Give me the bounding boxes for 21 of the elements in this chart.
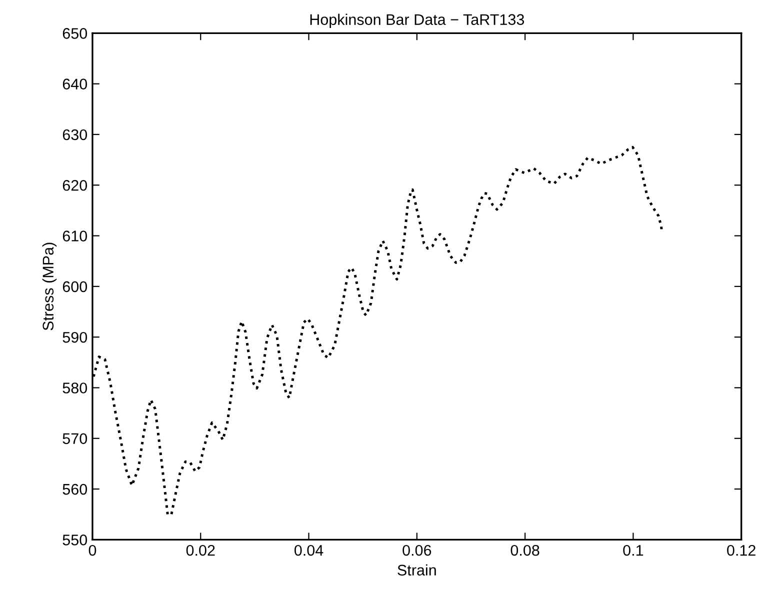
- chart-title: Hopkinson Bar Data − TaRT133: [310, 14, 524, 28]
- x-axis-title: Strain: [398, 564, 436, 576]
- y-tick-label: 600: [62, 281, 88, 292]
- x-tick-label: 0.04: [294, 544, 324, 556]
- y-tick-label: 620: [62, 180, 88, 191]
- x-tick-label: 0.06: [402, 544, 432, 556]
- y-tick-label: 580: [62, 382, 88, 394]
- y-tick-label: 550: [62, 534, 88, 546]
- y-tick-label: 570: [62, 433, 88, 444]
- y-tick-label: 640: [62, 78, 88, 90]
- x-tick-label: 0: [88, 544, 96, 556]
- y-axis-title: Stress (MPa): [42, 242, 57, 330]
- y-tick-label: 630: [62, 129, 88, 140]
- y-tick-label: 650: [62, 28, 88, 39]
- y-tick-label: 590: [62, 332, 88, 343]
- y-tick-label: 610: [62, 230, 88, 242]
- x-tick-label: 0.08: [510, 544, 540, 556]
- x-tick-label: 0.1: [623, 544, 644, 556]
- x-tick-label: 0.02: [186, 544, 215, 556]
- x-tick-label: 0.12: [727, 544, 756, 556]
- y-tick-label: 560: [62, 484, 88, 495]
